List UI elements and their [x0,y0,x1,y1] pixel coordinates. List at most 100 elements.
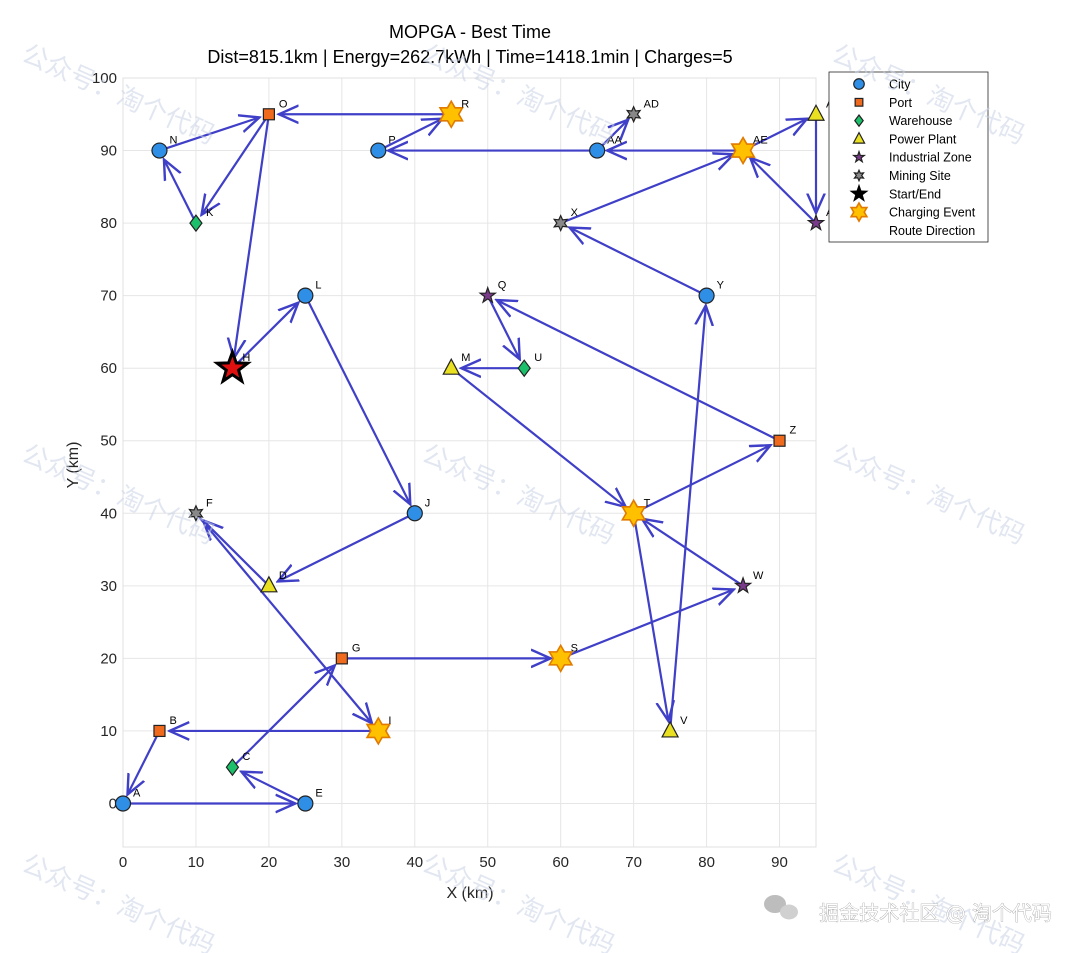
plot-area [123,78,816,847]
watermark-text: 公众号：淘个代码 [827,439,1029,551]
y-tick-label: 80 [100,215,117,232]
node-label-g: G [352,642,361,654]
chart-subtitle: Dist=815.1km | Energy=262.7kWh | Time=14… [207,47,732,67]
legend-marker-charging-event [849,201,869,223]
node-label-x: X [571,207,579,219]
route-edge-V-Y [669,306,706,732]
legend-marker-start-end [849,183,869,202]
node-label-ae: AE [753,135,768,147]
route-edge-C-G [231,665,334,768]
legend-marker-mining-site [853,168,865,183]
node-l-marker [297,287,314,304]
x-tick-label: 90 [771,854,788,871]
legend-marker-city [853,78,865,90]
node-v-marker [661,720,680,738]
node-q-marker [478,285,498,304]
node-j-marker [406,505,423,522]
x-tick-label: 60 [552,854,569,871]
node-label-k: K [206,207,214,219]
route-edges [123,114,816,803]
y-axis-label: Y (km) [65,442,82,489]
node-label-u: U [534,352,542,364]
node-label-m: M [461,352,470,364]
node-label-l: L [315,280,321,292]
node-b-marker [153,724,166,738]
route-edge-E-C [241,772,306,805]
route-edge-L-J [304,295,410,505]
legend-label: Industrial Zone [889,151,972,165]
x-axis-label: X (km) [446,885,493,902]
route-edge-Q-U [486,295,520,360]
node-label-i: I [388,715,391,727]
node-p-marker [370,142,387,159]
node-label-j: J [425,497,431,509]
route-edge-N-O [159,117,259,152]
node-e-marker [297,795,314,812]
node-label-c: C [242,751,250,763]
legend-marker-port [854,97,864,107]
wechat-logo-icon [764,895,798,920]
node-label-z: Z [790,425,797,437]
x-tick-label: 80 [698,854,715,871]
node-ae-marker [730,135,756,166]
legend-label: Start/End [889,187,941,201]
legend-label: Port [889,96,912,110]
route-edge-Y-X [570,228,708,297]
route-edge-M-T [450,367,626,507]
route-edge-K-N [164,159,197,224]
route-edge-X-AE [560,154,734,225]
y-tick-label: 20 [100,650,117,667]
axis-ticks: 0 10 20 30 40 50 60 70 80 90 0 10 20 30 40 50 60 70 80 90 10… [92,70,788,871]
node-s-marker [548,643,574,673]
route-edge-S-W [560,590,734,660]
route-nodes [114,99,826,812]
legend-label: Charging Event [889,206,976,220]
route-edge-F-I [195,512,372,723]
node-o-marker [262,108,275,121]
legend-marker-industrial-zone [851,149,867,164]
node-label-r: R [461,98,469,110]
legend-label: Mining Site [889,169,951,183]
y-tick-label: 10 [100,723,117,740]
route-edge-AC-AE [750,158,817,224]
node-label-aa: AA [607,135,622,147]
node-label-v: V [680,715,688,727]
route-edge-O-H [234,114,270,358]
x-tick-label: 70 [625,854,642,871]
node-label-p: P [388,135,395,147]
node-label-s: S [571,642,578,654]
legend-label: Power Plant [889,132,957,146]
node-c-marker [225,758,240,777]
legend-label: Route Direction [889,224,975,238]
route-edge-P-R [377,119,442,152]
y-tick-label: 40 [100,505,117,522]
x-tick-label: 50 [479,854,496,871]
plot-frame [122,77,817,848]
node-y-marker [698,287,715,304]
node-aa-marker [589,142,606,159]
route-edge-T-V [632,513,669,721]
node-u-marker [517,359,531,378]
node-a-marker [114,795,132,812]
node-label-b: B [169,715,176,727]
y-tick-label: 70 [100,288,117,305]
node-label-a: A [133,787,141,799]
node-label-ad: AD [644,98,659,110]
x-tick-label: 40 [406,854,423,871]
x-tick-label: 30 [333,854,350,871]
route-edge-J-D [278,512,416,581]
y-tick-label: 0 [109,795,117,812]
node-label-t: T [644,497,651,509]
footer-watermark: 掘金技术社区 @ 淘个代码 [819,901,1052,925]
y-tick-label: 90 [100,143,117,160]
legend-label: City [889,78,911,92]
route-edge-Z-Q [497,300,781,442]
node-label-y: Y [717,280,725,292]
node-i-marker [365,716,391,746]
node-x-marker [552,214,569,233]
route-edge-W-T [642,519,744,587]
node-label-w: W [753,570,764,582]
x-tick-label: 10 [188,854,205,871]
x-tick-label: 20 [261,854,278,871]
